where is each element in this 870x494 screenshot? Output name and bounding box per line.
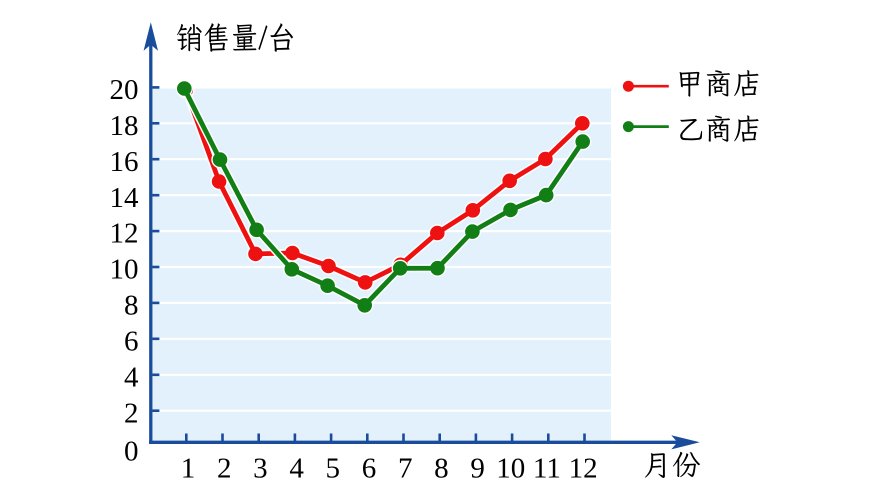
svg-text:7: 7 [398, 453, 413, 485]
svg-text:8: 8 [434, 453, 449, 485]
svg-text:0: 0 [124, 435, 139, 467]
svg-text:5: 5 [326, 453, 341, 485]
svg-text:16: 16 [110, 146, 139, 178]
svg-text:20: 20 [110, 74, 139, 106]
svg-text:2: 2 [217, 453, 232, 485]
svg-text:18: 18 [110, 110, 139, 142]
svg-text:11: 11 [533, 453, 561, 485]
svg-text:4: 4 [289, 453, 304, 485]
svg-text:9: 9 [470, 453, 485, 485]
svg-text:4: 4 [124, 361, 139, 393]
svg-text:6: 6 [124, 325, 139, 357]
svg-text:3: 3 [253, 453, 268, 485]
svg-text:2: 2 [124, 397, 139, 429]
svg-text:12: 12 [569, 453, 598, 485]
svg-text:14: 14 [110, 182, 140, 214]
svg-text:12: 12 [110, 218, 139, 250]
svg-text:8: 8 [124, 290, 139, 322]
svg-text:10: 10 [110, 254, 139, 286]
svg-text:1: 1 [181, 453, 196, 485]
svg-text:6: 6 [362, 453, 377, 485]
svg-text:10: 10 [496, 453, 525, 485]
